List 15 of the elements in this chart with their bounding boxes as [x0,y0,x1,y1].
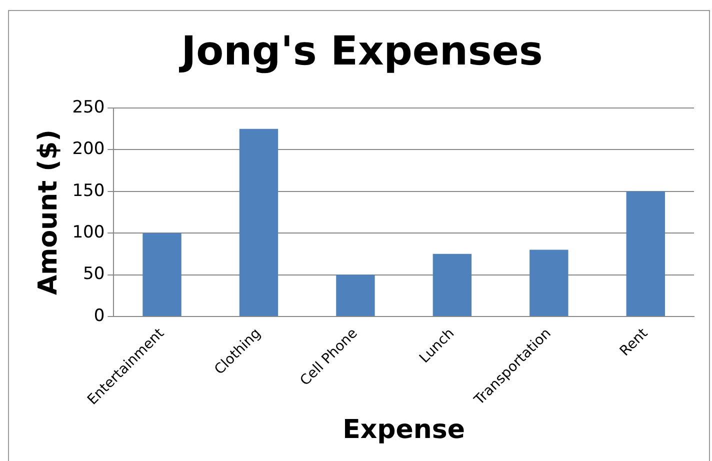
y-tick-label: 250 [72,97,105,118]
x-axis-title: Expense [342,415,466,446]
y-tick-label: 150 [72,180,105,201]
y-tick-label: 100 [72,222,105,242]
bar [530,250,568,316]
bar [626,191,665,316]
bar [336,274,375,316]
y-tick-label: 50 [83,264,105,284]
chart-title: Jong's Expenses [178,28,543,74]
y-tick-label: 200 [72,139,105,160]
y-tick-label: 0 [94,306,105,326]
y-axis-title: Amount ($) [33,130,64,295]
bar [239,128,278,316]
bar [432,254,472,316]
bar [142,233,182,316]
